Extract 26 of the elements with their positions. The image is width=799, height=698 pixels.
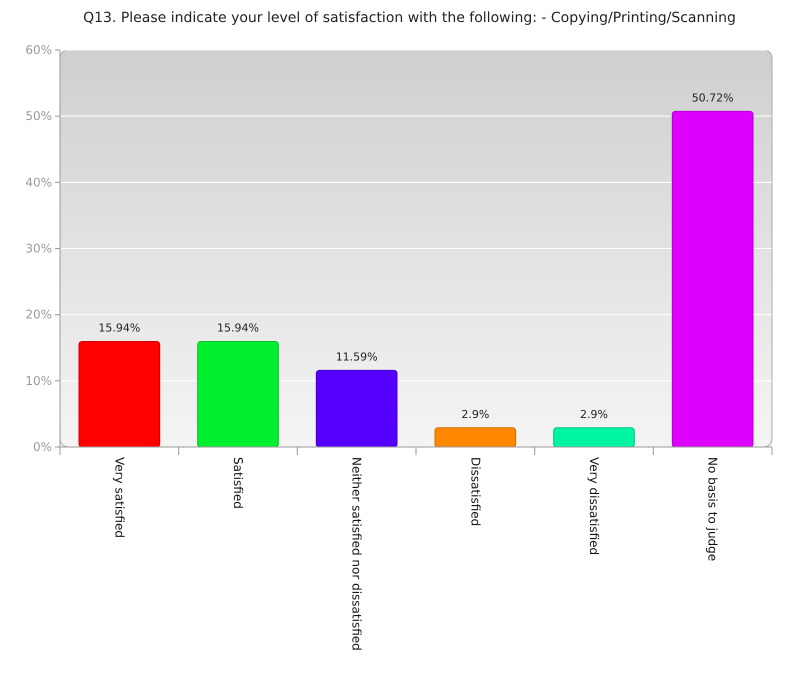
y-tick-label: 60% (25, 43, 52, 57)
x-tick-label: No basis to judge (706, 457, 720, 562)
y-tick-label: 30% (25, 242, 52, 256)
y-tick-label: 0% (32, 440, 52, 454)
data-label: 50.72% (692, 91, 734, 104)
x-tick-label: Neither satisfied nor dissatisfied (350, 457, 364, 651)
x-tick-label: Very dissatisfied (587, 457, 601, 556)
y-tick-label: 20% (25, 308, 52, 322)
bar (553, 427, 635, 448)
chart-title: Q13. Please indicate your level of satisfaction with the following: - Copying/Printing/Scanning (83, 10, 736, 26)
data-label: 11.59% (336, 350, 378, 364)
data-label: 2.9% (461, 408, 490, 421)
data-label: 15.94% (98, 322, 140, 335)
bar (197, 341, 279, 448)
data-label: 15.94% (217, 322, 259, 335)
y-tick-label: 40% (25, 175, 52, 190)
x-tick-label: Very satisfied (112, 457, 126, 538)
bar (434, 427, 516, 448)
bar (316, 370, 398, 448)
x-tick-label: Satisfied (231, 457, 245, 509)
y-tick-label: 10% (25, 374, 52, 388)
bar (672, 110, 754, 448)
data-label: 2.9% (580, 408, 608, 421)
bar (78, 341, 160, 448)
y-tick-label: 50% (25, 109, 52, 124)
x-tick-label: Dissatisfied (468, 457, 482, 526)
